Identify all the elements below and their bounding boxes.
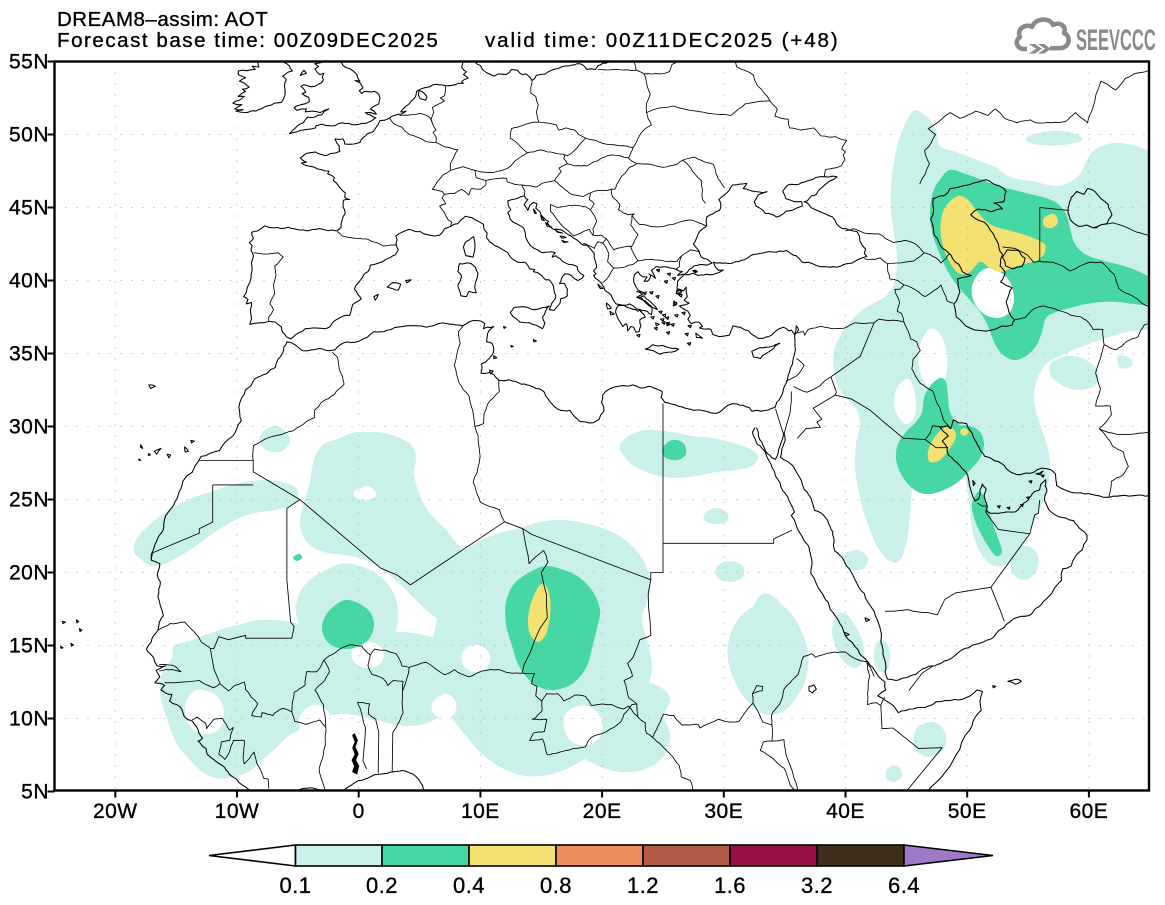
svg-text:45N: 45N (9, 197, 49, 220)
svg-text:20E: 20E (583, 800, 622, 823)
svg-text:40N: 40N (9, 270, 49, 293)
svg-text:Forecast base time: 00Z09DEC20: Forecast base time: 00Z09DEC2025 (57, 29, 439, 52)
svg-text:30E: 30E (704, 800, 743, 823)
svg-text:valid time: 00Z11DEC2025 (+48): valid time: 00Z11DEC2025 (+48) (485, 29, 840, 52)
svg-text:6.4: 6.4 (888, 873, 920, 898)
svg-text:0.2: 0.2 (366, 873, 398, 898)
svg-text:0.4: 0.4 (453, 873, 485, 898)
svg-text:0.1: 0.1 (279, 873, 311, 898)
svg-text:5N: 5N (21, 781, 49, 804)
svg-text:15N: 15N (9, 635, 49, 658)
svg-text:SEEVCCC: SEEVCCC (1076, 24, 1156, 57)
svg-text:50N: 50N (9, 124, 49, 147)
svg-text:10E: 10E (461, 800, 500, 823)
svg-text:30N: 30N (9, 416, 49, 439)
svg-text:10N: 10N (9, 708, 49, 731)
svg-text:1.6: 1.6 (714, 873, 746, 898)
svg-text:40E: 40E (826, 800, 865, 823)
svg-text:3.2: 3.2 (801, 873, 833, 898)
svg-text:1.2: 1.2 (627, 873, 659, 898)
svg-text:25N: 25N (9, 489, 49, 512)
svg-text:10W: 10W (215, 800, 260, 823)
svg-text:60E: 60E (1069, 800, 1108, 823)
svg-text:55N: 55N (9, 51, 49, 74)
svg-text:20N: 20N (9, 562, 49, 585)
svg-text:20W: 20W (93, 800, 138, 823)
svg-text:0: 0 (353, 800, 365, 823)
svg-text:DREAM8–assim: AOT: DREAM8–assim: AOT (57, 8, 268, 31)
svg-text:50E: 50E (948, 800, 987, 823)
svg-text:0.8: 0.8 (540, 873, 572, 898)
svg-text:35N: 35N (9, 343, 49, 366)
